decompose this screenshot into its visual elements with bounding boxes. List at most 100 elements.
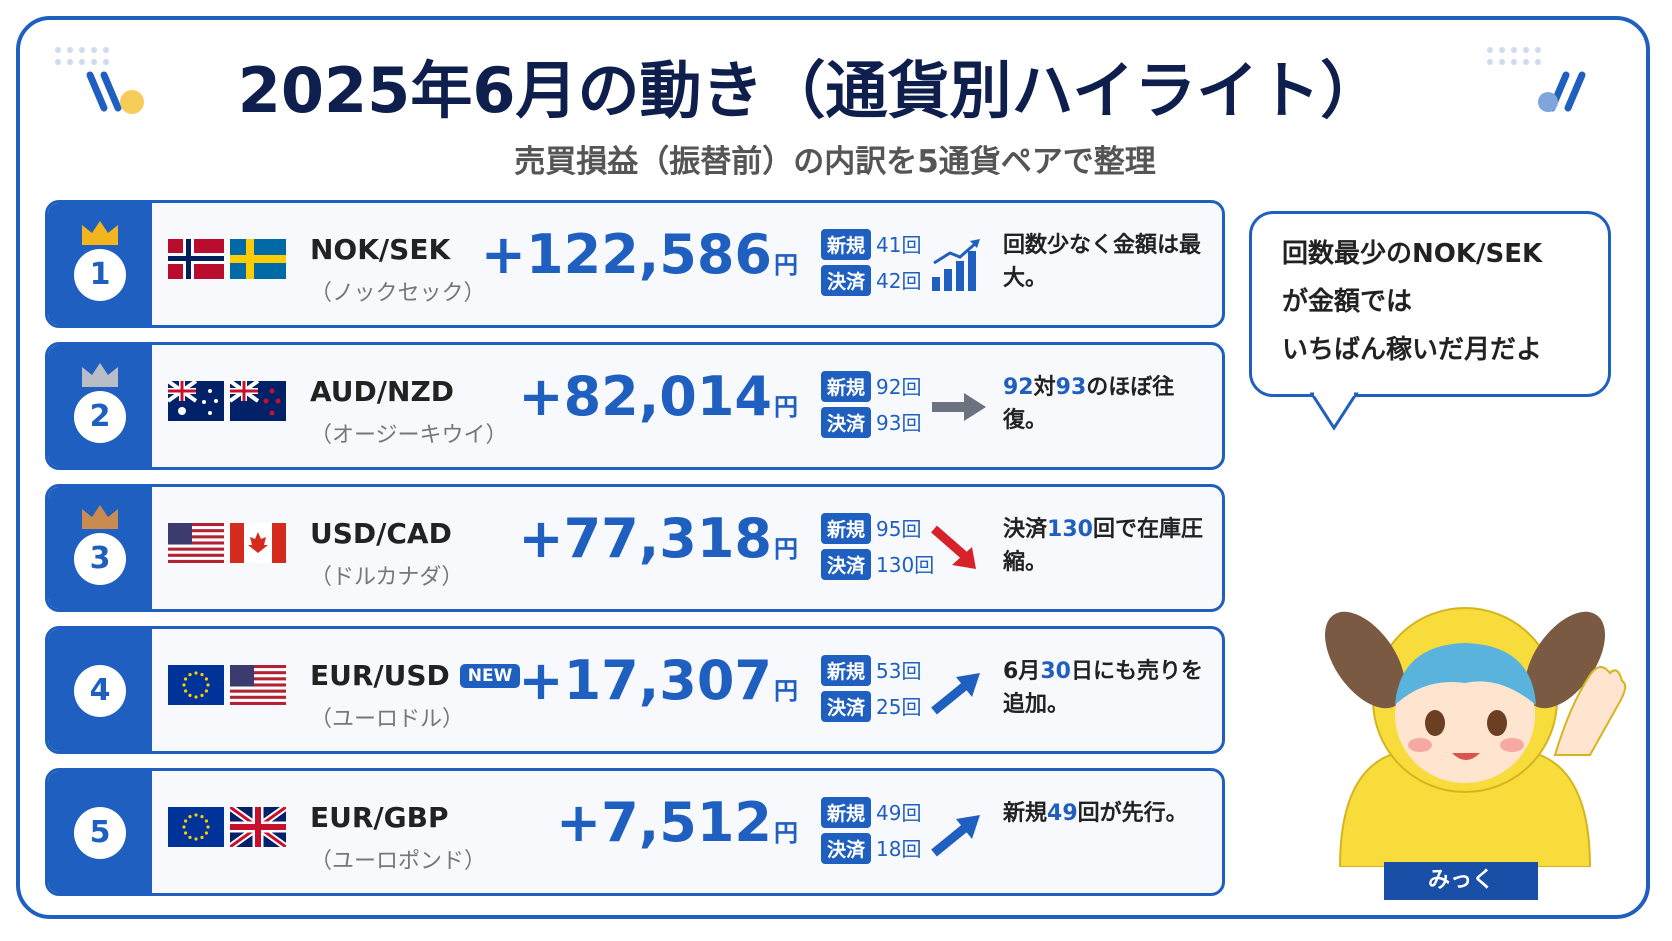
rank-number: 1 [74,249,126,301]
flag-icon [168,807,224,851]
count-number: 25 [876,695,902,719]
pair-name: AUD/NZD [310,375,454,408]
pair-name: NOK/SEK [310,233,450,266]
rank-number: 4 [74,665,126,717]
count-label: 決済 [821,407,872,438]
trend-icon [930,237,986,297]
flag-icon-svg [166,379,224,421]
amount: +17,307 [518,649,772,712]
flag-icon-svg [168,665,224,705]
frame [16,16,1650,919]
amount: +82,014 [518,365,772,428]
trade-count: 決済 25回 [821,691,921,722]
trade-count: 新規 92回 [821,371,921,402]
count-number: 41 [876,233,902,257]
crown-icon-svg [82,505,118,529]
trend-icon-svg [931,525,976,569]
trade-count: 新規 41回 [821,229,921,260]
trade-count: 新規 49回 [821,797,921,828]
pair-name: USD/CAD [310,517,452,550]
count-value: 41回 [876,233,921,257]
count-value: 18回 [876,837,921,861]
note-text: 回で在庫圧縮。 [1003,517,1203,575]
note-text: 回数少なく金額は最大。 [1003,233,1202,291]
pair-code: EUR/USD [310,659,450,692]
flag-icon-svg [168,239,224,279]
note: 決済130回で在庫圧縮。 [1003,513,1218,579]
note-text: 回が先行。 [1077,801,1188,826]
count-label: 新規 [821,655,872,686]
flag-icon [230,665,286,709]
count-label: 決済 [821,833,872,864]
count-label: 新規 [821,513,872,544]
bubble-line: いちばん稼いだ月だよ [1282,335,1543,365]
rank-block: 1 [48,203,152,325]
currency-row: 1 NOK/SEK （ノックセック） +122,586円 新規 41回 決済 42回 回数少なく… [45,200,1225,328]
count-number: 130 [876,553,915,577]
title: 2025年6月の動き（通貨別ハイライト） [237,54,1383,127]
flag-icon [230,523,286,567]
amount: +122,586 [480,223,772,286]
count-unit: 回 [901,695,922,719]
trend-icon [930,521,986,581]
crown-icon [80,503,120,535]
crown-icon-svg [82,363,118,387]
count-label: 決済 [821,691,872,722]
bubble-line: 回数最少のNOK/SEK [1282,239,1543,269]
pair-name: EUR/USD NEW [310,659,521,692]
pair-code: EUR/GBP [310,801,449,834]
rank-number: 3 [74,533,126,585]
note-highlight: 92 [1003,375,1034,400]
rank-number: 2 [74,391,126,443]
count-value: 93回 [876,411,921,435]
count-value: 92回 [876,375,921,399]
bubble-line: が金額では [1282,287,1413,317]
flag-icon [168,523,224,567]
amount: +77,318 [518,507,772,570]
trend-icon [930,379,986,439]
note-text: のほぼ往復。 [1003,375,1175,433]
new-badge: NEW [459,664,521,688]
note-highlight: 49 [1047,801,1078,826]
flag-icon-svg [168,807,224,847]
rank-number: 5 [74,807,126,859]
count-label: 新規 [821,371,872,402]
amount-unit: 円 [774,251,798,279]
amount-unit: 円 [774,677,798,705]
note-text: 決済 [1003,517,1048,542]
flag-icon [228,379,286,425]
note: 6月30日にも売りを追加。 [1003,655,1218,721]
note: 新規49回が先行。 [1003,797,1218,830]
note-highlight: 30 [1040,659,1071,684]
trade-count: 決済 18回 [821,833,921,864]
trade-count: 新規 53回 [821,655,921,686]
note-text: 新規 [1003,801,1048,826]
count-unit: 回 [901,801,922,825]
count-number: 92 [876,375,902,399]
flag-icon-svg [228,379,286,421]
count-label: 新規 [821,797,872,828]
count-unit: 回 [901,375,922,399]
crown-icon [80,361,120,393]
amount-unit: 円 [774,535,798,563]
count-unit: 回 [914,553,935,577]
note-highlight: 130 [1047,517,1093,542]
pair-reading: （ドルカナダ） [310,565,464,590]
note-text: 6月 [1003,659,1041,684]
count-label: 新規 [821,229,872,260]
flag-icon-svg [227,804,289,850]
note: 92対93のほぼ往復。 [1003,371,1218,437]
subtitle: 売買損益（振替前）の内訳を5通貨ペアで整理 [514,144,1156,180]
count-number: 95 [876,517,902,541]
flag-icon [168,239,224,283]
rank-block: 3 [48,487,152,609]
note: 回数少なく金額は最大。 [1003,229,1218,295]
count-unit: 回 [901,411,922,435]
trade-count: 新規 95回 [821,513,921,544]
note-text: 対 [1033,375,1056,400]
trade-count: 決済 42回 [821,265,921,296]
trend-icon-svg [932,239,980,291]
count-unit: 回 [901,659,922,683]
pair-reading: （ユーロドル） [310,707,465,732]
pair-code: AUD/NZD [310,375,454,408]
